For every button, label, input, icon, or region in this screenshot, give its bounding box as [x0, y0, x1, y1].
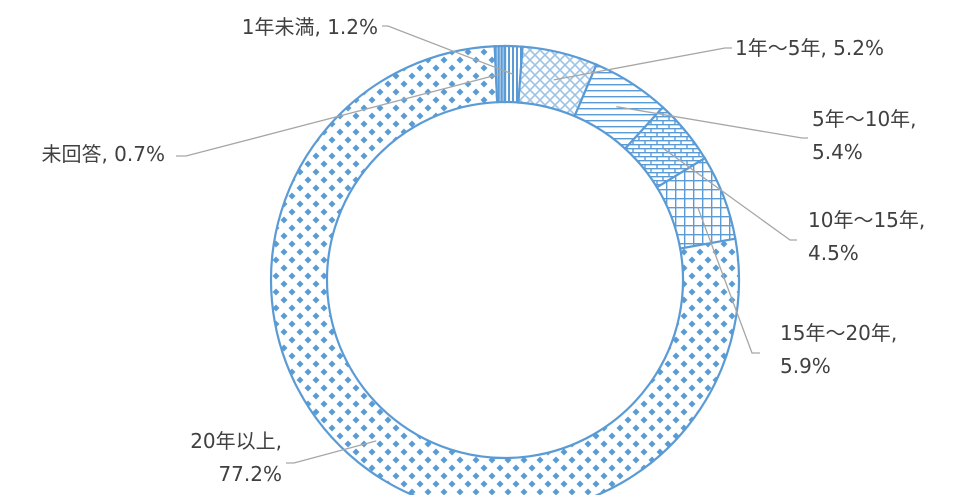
data-label-line: 1年～5年, 5.2% [735, 36, 884, 60]
leader-line-7 [176, 73, 501, 157]
leader-line-1 [382, 25, 513, 75]
data-label-4: 10年～15年, 4.5% [808, 208, 925, 265]
data-label-line: 5年～10年, [812, 107, 917, 131]
data-label-line: 15年～20年, [780, 321, 897, 345]
leader-line-2 [553, 47, 732, 81]
data-label-6: 20年以上, 77.2% [190, 429, 282, 486]
leader-line-5 [697, 206, 760, 354]
data-label-7: 未回答, 0.7% [41, 142, 165, 166]
data-label-line: 未回答, 0.7% [41, 142, 165, 166]
data-label-5: 15年～20年, 5.9% [780, 321, 897, 378]
data-label-line: 77.2% [218, 462, 282, 486]
leader-line-4 [663, 148, 797, 241]
data-label-line: 10年～15年, [808, 208, 925, 232]
data-label-2: 1年～5年, 5.2% [735, 36, 884, 60]
data-label-line: 5.4% [812, 140, 863, 164]
leader-line-6 [286, 440, 377, 464]
data-label-line: 20年以上, [190, 429, 282, 453]
data-label-line: 4.5% [808, 241, 859, 265]
data-label-line: 1年未満, 1.2% [242, 15, 378, 39]
data-labels: 1年未満, 1.2% 1年～5年, 5.2% 5年～10年, 5.4% 10年～15年,… [41, 15, 925, 486]
leader-line-3 [616, 106, 808, 139]
doughnut-slices [269, 44, 741, 495]
data-label-line: 5.9% [780, 354, 831, 378]
slice-6 [269, 45, 741, 495]
data-label-3: 5年～10年, 5.4% [812, 107, 917, 164]
data-label-1: 1年未満, 1.2% [242, 15, 378, 39]
leader-lines [176, 25, 808, 464]
